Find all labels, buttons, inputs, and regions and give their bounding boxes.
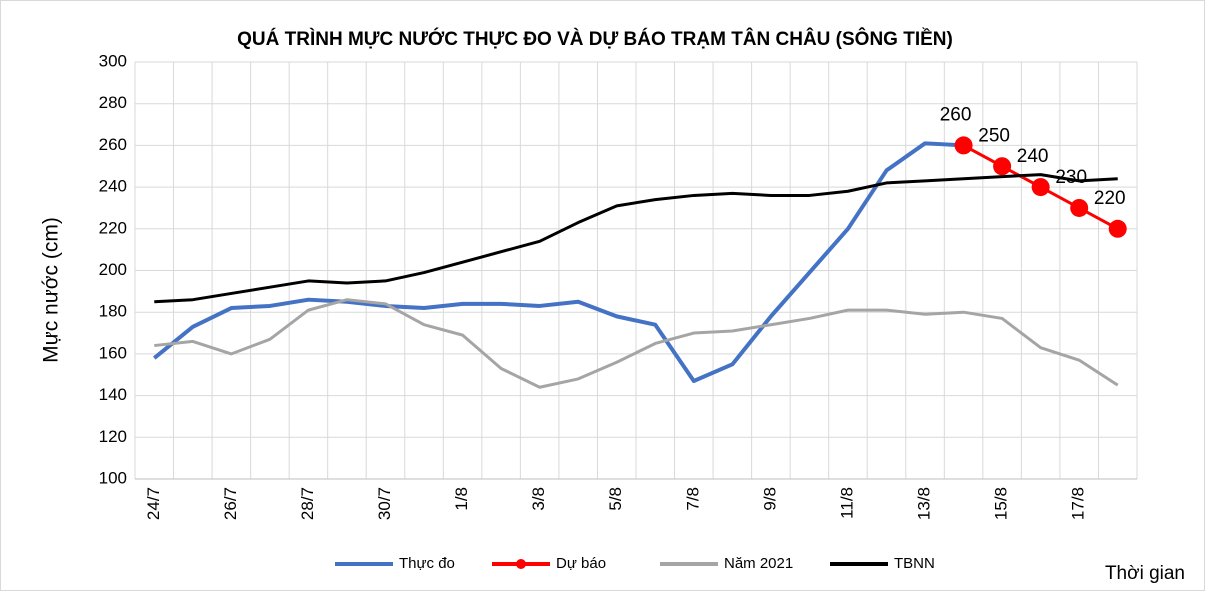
- legend-label: TBNN: [894, 555, 935, 572]
- y-tick-label: 200: [99, 260, 127, 279]
- data-label: 260: [940, 104, 972, 125]
- y-tick-label: 100: [99, 468, 127, 487]
- y-tick-label: 220: [99, 218, 127, 237]
- y-tick-label: 260: [99, 135, 127, 154]
- x-tick-label: 17/8: [1069, 487, 1088, 520]
- chart-title: QUÁ TRÌNH MỰC NƯỚC THỰC ĐO VÀ DỰ BÁO TRẠ…: [237, 28, 953, 50]
- y-axis-label: Mực nước (cm): [40, 217, 63, 363]
- x-tick-label: 5/8: [606, 487, 625, 511]
- series-line: [153, 141, 964, 384]
- x-tick-label: 7/8: [683, 487, 702, 511]
- legend-label: Thực đo: [399, 555, 455, 572]
- data-label: 220: [1094, 188, 1126, 209]
- y-tick-label: 280: [99, 93, 127, 112]
- x-tick-label: 26/7: [221, 487, 240, 520]
- x-tick-label: 11/8: [837, 487, 856, 519]
- point-marker: [993, 157, 1012, 176]
- x-tick-label: 28/7: [298, 487, 317, 520]
- y-tick-label: 120: [99, 427, 127, 446]
- x-tick-label: 30/7: [375, 487, 394, 520]
- x-tick-label: 24/7: [144, 487, 163, 520]
- x-tick-label: 13/8: [915, 487, 934, 520]
- point-marker: [1108, 219, 1127, 238]
- series-line: [154, 298, 1119, 389]
- data-label: 240: [1017, 146, 1049, 167]
- y-tick-label: 240: [99, 177, 127, 196]
- data-label: 250: [978, 125, 1010, 146]
- x-axis-label: Thời gian: [1105, 563, 1185, 584]
- x-tick-label: 3/8: [529, 487, 548, 511]
- y-tick-label: 300: [99, 51, 127, 70]
- series-line: [154, 173, 1118, 304]
- point-marker: [1070, 198, 1089, 217]
- point-marker: [954, 136, 973, 155]
- y-tick-label: 180: [99, 302, 127, 321]
- y-tick-label: 140: [99, 385, 127, 404]
- data-label: 230: [1055, 167, 1087, 188]
- x-tick-label: 1/8: [452, 487, 471, 511]
- x-tick-label: 15/8: [992, 487, 1011, 520]
- x-tick-label: 9/8: [760, 487, 779, 511]
- legend-marker: [516, 559, 526, 569]
- point-marker: [1031, 178, 1050, 197]
- y-tick-label: 160: [99, 343, 127, 362]
- legend-label: Năm 2021: [724, 555, 793, 572]
- legend-label: Dự báo: [556, 555, 606, 572]
